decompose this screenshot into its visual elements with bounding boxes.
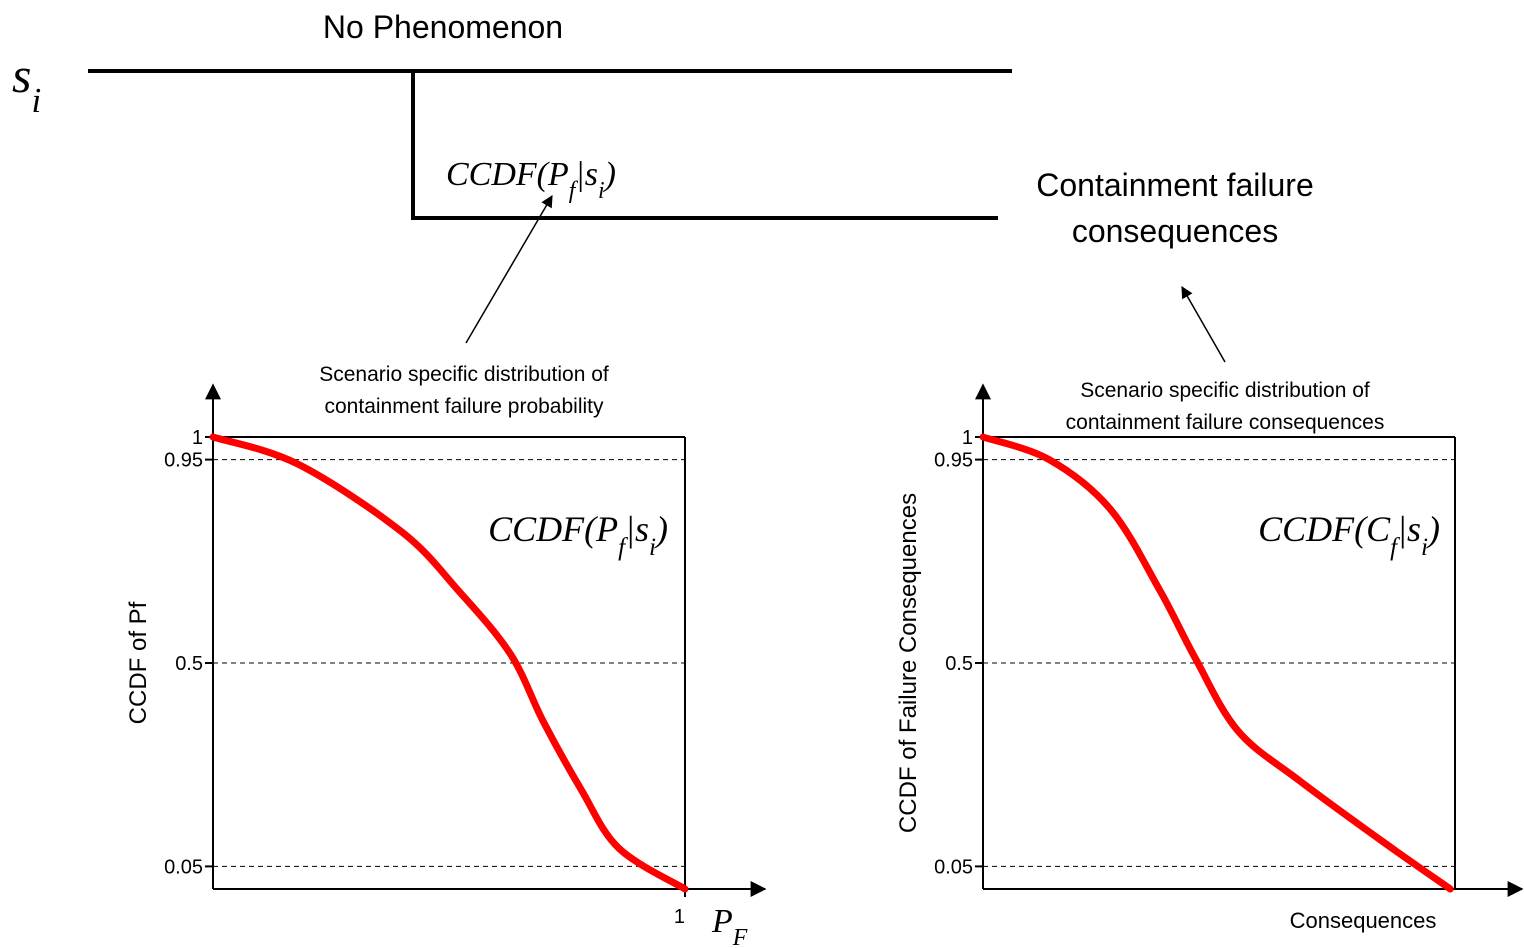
math-part: P: [547, 156, 569, 193]
state-label: si: [12, 47, 41, 120]
y-tick-label: 1: [192, 427, 203, 449]
math-part: ): [1426, 509, 1440, 549]
math-part: f: [1390, 534, 1400, 561]
math-part: s: [635, 509, 649, 549]
math-part: F: [732, 925, 748, 948]
chart-title: Scenario specific distribution of: [1080, 379, 1370, 402]
branch-label: CCDF(Pf|si): [446, 156, 616, 204]
y-tick-label: 0.95: [164, 450, 203, 472]
math-part: |: [575, 156, 584, 193]
math-part: |: [1397, 509, 1407, 549]
chart-title: containment failure probability: [325, 395, 604, 418]
math-part: P: [711, 903, 733, 940]
math-part: i: [31, 81, 41, 120]
math-part: CCDF(: [488, 509, 598, 549]
x-axis-label: Consequences: [1290, 908, 1437, 933]
math-part: i: [649, 534, 656, 561]
y-tick-label: 0.95: [934, 450, 973, 472]
curve-annotation: CCDF(Cf|si): [1258, 509, 1440, 561]
math-part: P: [595, 509, 618, 549]
arrow: [465, 194, 553, 344]
math-part: i: [1421, 534, 1428, 561]
chart-title: containment failure consequences: [1066, 411, 1385, 434]
failure-branch: [411, 71, 998, 220]
top-label: No Phenomenon: [323, 9, 563, 45]
arrow: [1181, 285, 1226, 363]
y-axis-label: CCDF of Pf: [125, 601, 152, 724]
y-tick-label: 0.5: [175, 653, 203, 675]
math-part: CCDF(: [446, 156, 551, 193]
math-part: f: [569, 178, 579, 204]
chart-title: Scenario specific distribution of: [319, 363, 609, 386]
ccdf-curve: [979, 433, 1454, 893]
math-part: ): [603, 156, 616, 193]
math-part: s: [1407, 509, 1421, 549]
x-tick-label: 1: [674, 906, 685, 928]
math-part: |: [625, 509, 635, 549]
math-part: ): [654, 509, 668, 549]
y-tick-label: 0.05: [934, 856, 973, 878]
math-part: CCDF(: [1258, 509, 1368, 549]
math-part: i: [598, 178, 605, 204]
curve-annotation: CCDF(Pf|si): [488, 509, 668, 561]
y-tick-label: 0.05: [164, 856, 203, 878]
ccdf-curve: [209, 433, 689, 893]
outcome-label: consequences: [1072, 213, 1278, 249]
outcome-label: Containment failure: [1036, 167, 1313, 203]
math-part: C: [1366, 509, 1391, 549]
math-part: f: [618, 534, 628, 561]
y-axis-label: CCDF of Failure Consequences: [895, 493, 922, 833]
y-tick-label: 0.5: [945, 653, 973, 675]
y-tick-label: 1: [962, 427, 973, 449]
math-part: s: [12, 47, 31, 103]
x-axis-label: PF: [711, 903, 748, 948]
math-part: s: [585, 156, 598, 193]
